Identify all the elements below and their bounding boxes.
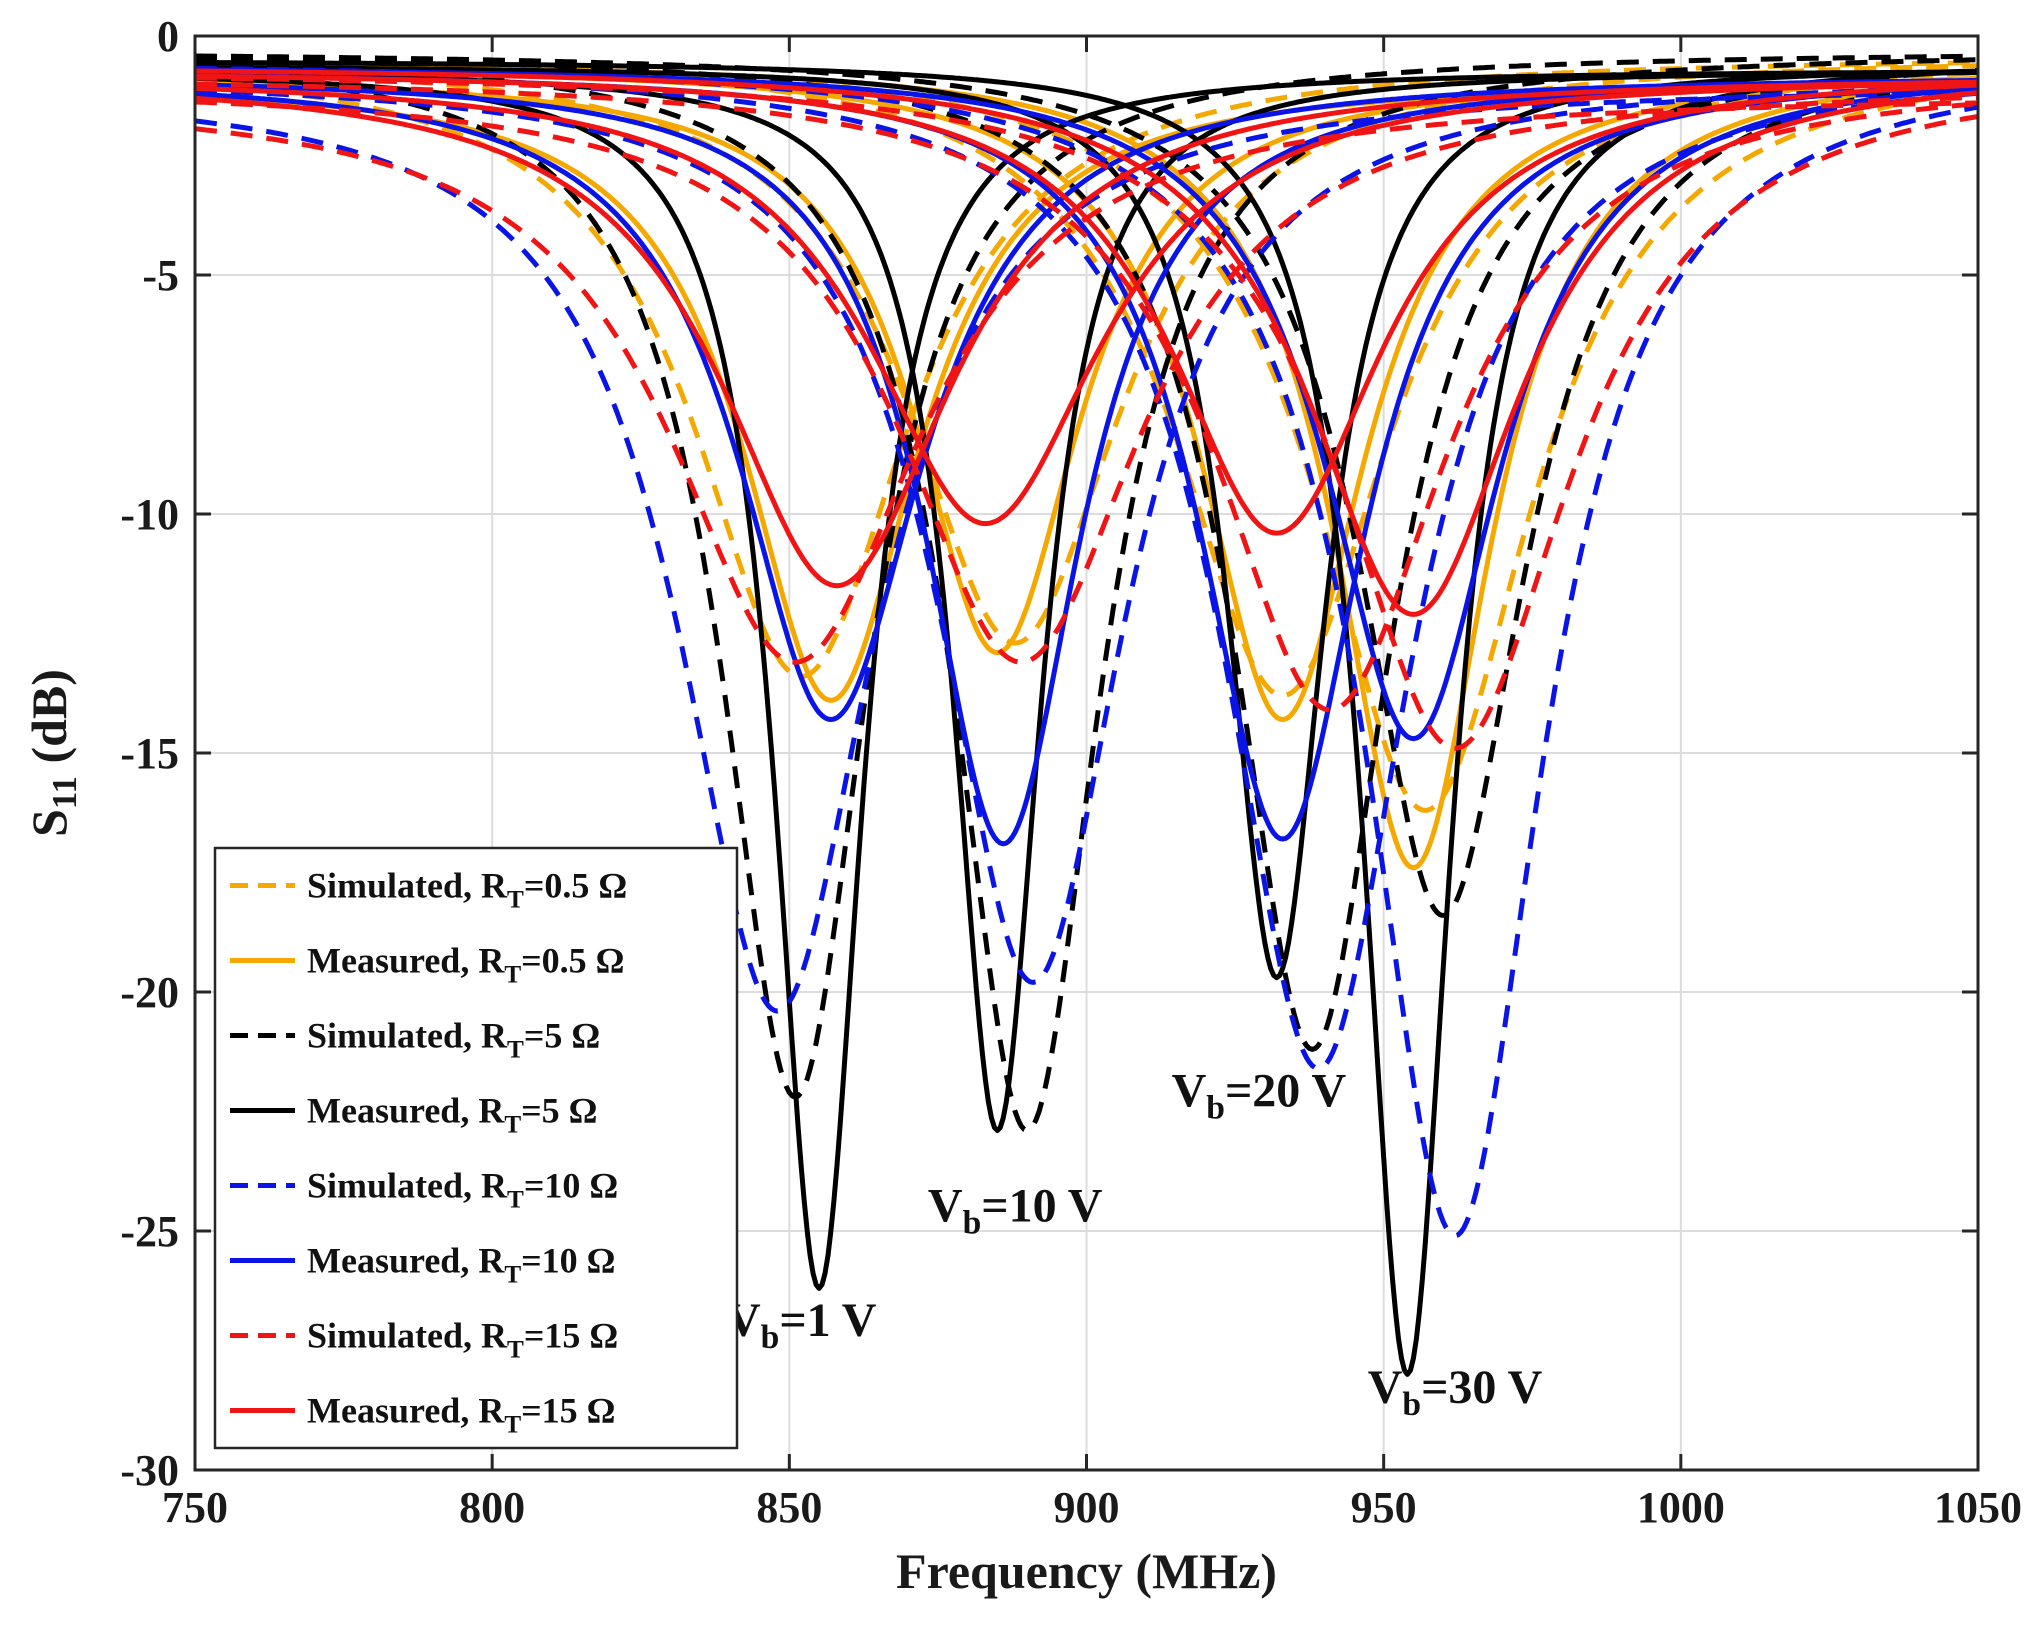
legend-label-prefix: Simulated, R: [307, 866, 508, 906]
series-line: [195, 53, 1979, 918]
y-tick-label: 0: [157, 12, 179, 61]
y-tick-label: -30: [120, 1446, 179, 1495]
legend-label-suffix: =5 Ω: [524, 1016, 600, 1056]
series-line: [194, 79, 1978, 589]
resonance-label: Vb=20 V: [1172, 1065, 1347, 1127]
y-axis-title-sub: 11: [45, 776, 84, 809]
resonance-label-rest: =30 V: [1421, 1361, 1542, 1414]
y-axis-title-unit: (dB): [21, 669, 77, 776]
series-line: [194, 80, 1979, 527]
series-line: [194, 77, 1979, 722]
y-tick-label: -5: [142, 251, 179, 300]
x-tick-label: 800: [459, 1483, 525, 1532]
legend-label-sub: T: [507, 1187, 524, 1214]
y-tick-label: -25: [120, 1207, 179, 1256]
resonance-label-sub: b: [761, 1319, 780, 1356]
legend-label-prefix: Simulated, R: [307, 1316, 508, 1356]
x-axis-title: Frequency (MHz): [896, 1543, 1277, 1599]
legend-label: Measured, RT=5 Ω: [307, 1091, 597, 1139]
y-tick-label: -10: [120, 490, 179, 539]
series-line: [194, 53, 1978, 1100]
series-line: [194, 68, 1979, 617]
legend-label-sub: T: [507, 1037, 524, 1064]
y-tick-label: -20: [120, 968, 179, 1017]
y-tick-label: -15: [120, 729, 179, 778]
legend-label-suffix: =0.5 Ω: [521, 941, 624, 981]
resonance-label-main: V: [1172, 1065, 1207, 1118]
resonance-label-sub: b: [1206, 1090, 1225, 1127]
x-tick-label: 1050: [1934, 1483, 2022, 1532]
legend-label-suffix: =5 Ω: [521, 1091, 597, 1131]
x-tick-label: 950: [1351, 1483, 1417, 1532]
legend-label-prefix: Simulated, R: [307, 1016, 508, 1056]
resonance-label-main: V: [928, 1179, 963, 1232]
legend-label: Simulated, RT=5 Ω: [307, 1016, 600, 1064]
resonance-label-sub: b: [963, 1204, 982, 1241]
series-line: [194, 81, 1979, 713]
legend-box: [213, 846, 739, 1450]
x-tick-label: 850: [756, 1483, 822, 1532]
legend-label-suffix: =15 Ω: [521, 1391, 615, 1431]
resonance-label-rest: =20 V: [1225, 1065, 1346, 1118]
x-tick-label: 750: [162, 1483, 228, 1532]
legend-label-sub: T: [504, 1112, 521, 1139]
legend-label-prefix: Simulated, R: [307, 1166, 508, 1206]
series-layer: [194, 53, 1979, 1377]
legend-label-suffix: =10 Ω: [524, 1166, 618, 1206]
legend-label: Simulated, RT=0.5 Ω: [307, 866, 627, 914]
legend-label-sub: T: [507, 887, 524, 914]
resonance-label-rest: =1 V: [779, 1294, 876, 1347]
legend-label: Measured, RT=10 Ω: [307, 1241, 615, 1289]
legend-label: Measured, RT=0.5 Ω: [307, 941, 624, 989]
y-axis-title: S11 (dB): [21, 669, 84, 837]
legend-label-suffix: =10 Ω: [521, 1241, 615, 1281]
legend-label: Measured, RT=15 Ω: [307, 1391, 615, 1439]
resonance-label-sub: b: [1402, 1386, 1421, 1423]
legend-label-sub: T: [504, 1412, 521, 1439]
resonance-label-rest: =10 V: [981, 1179, 1102, 1232]
legend-label-sub: T: [504, 962, 521, 989]
resonance-label: Vb=1 V: [726, 1294, 877, 1356]
legend-label-suffix: =0.5 Ω: [524, 866, 627, 906]
resonance-label: Vb=10 V: [928, 1179, 1103, 1241]
legend-label: Simulated, RT=10 Ω: [307, 1166, 618, 1214]
legend-label-prefix: Measured, R: [307, 1091, 505, 1131]
y-axis-title-main: S: [21, 809, 77, 837]
series-line: [194, 73, 1979, 536]
legend-label-prefix: Measured, R: [307, 1241, 505, 1281]
legend-label-prefix: Measured, R: [307, 941, 505, 981]
x-tick-label: 900: [1054, 1483, 1120, 1532]
legend-label: Simulated, RT=15 Ω: [307, 1316, 618, 1364]
legend-label-prefix: Measured, R: [307, 1391, 505, 1431]
series-line: [194, 84, 1979, 985]
x-tick-label: 1000: [1637, 1483, 1725, 1532]
resonance-label: Vb=30 V: [1368, 1361, 1543, 1423]
legend-label-sub: T: [504, 1262, 521, 1289]
resonance-label-main: V: [1368, 1361, 1403, 1414]
axis-ticks: 750 800 850 900 950 1000 1050 -30 -25 -20 -15 -10 -5…: [120, 12, 2022, 1532]
legend-label-sub: T: [507, 1337, 524, 1364]
series-line: [194, 94, 1979, 665]
annotations: Vb=1 VVb=10 VVb=20 VVb=30 V: [726, 1065, 1543, 1423]
series-line: [194, 90, 1978, 1014]
legend-label-suffix: =15 Ω: [524, 1316, 618, 1356]
